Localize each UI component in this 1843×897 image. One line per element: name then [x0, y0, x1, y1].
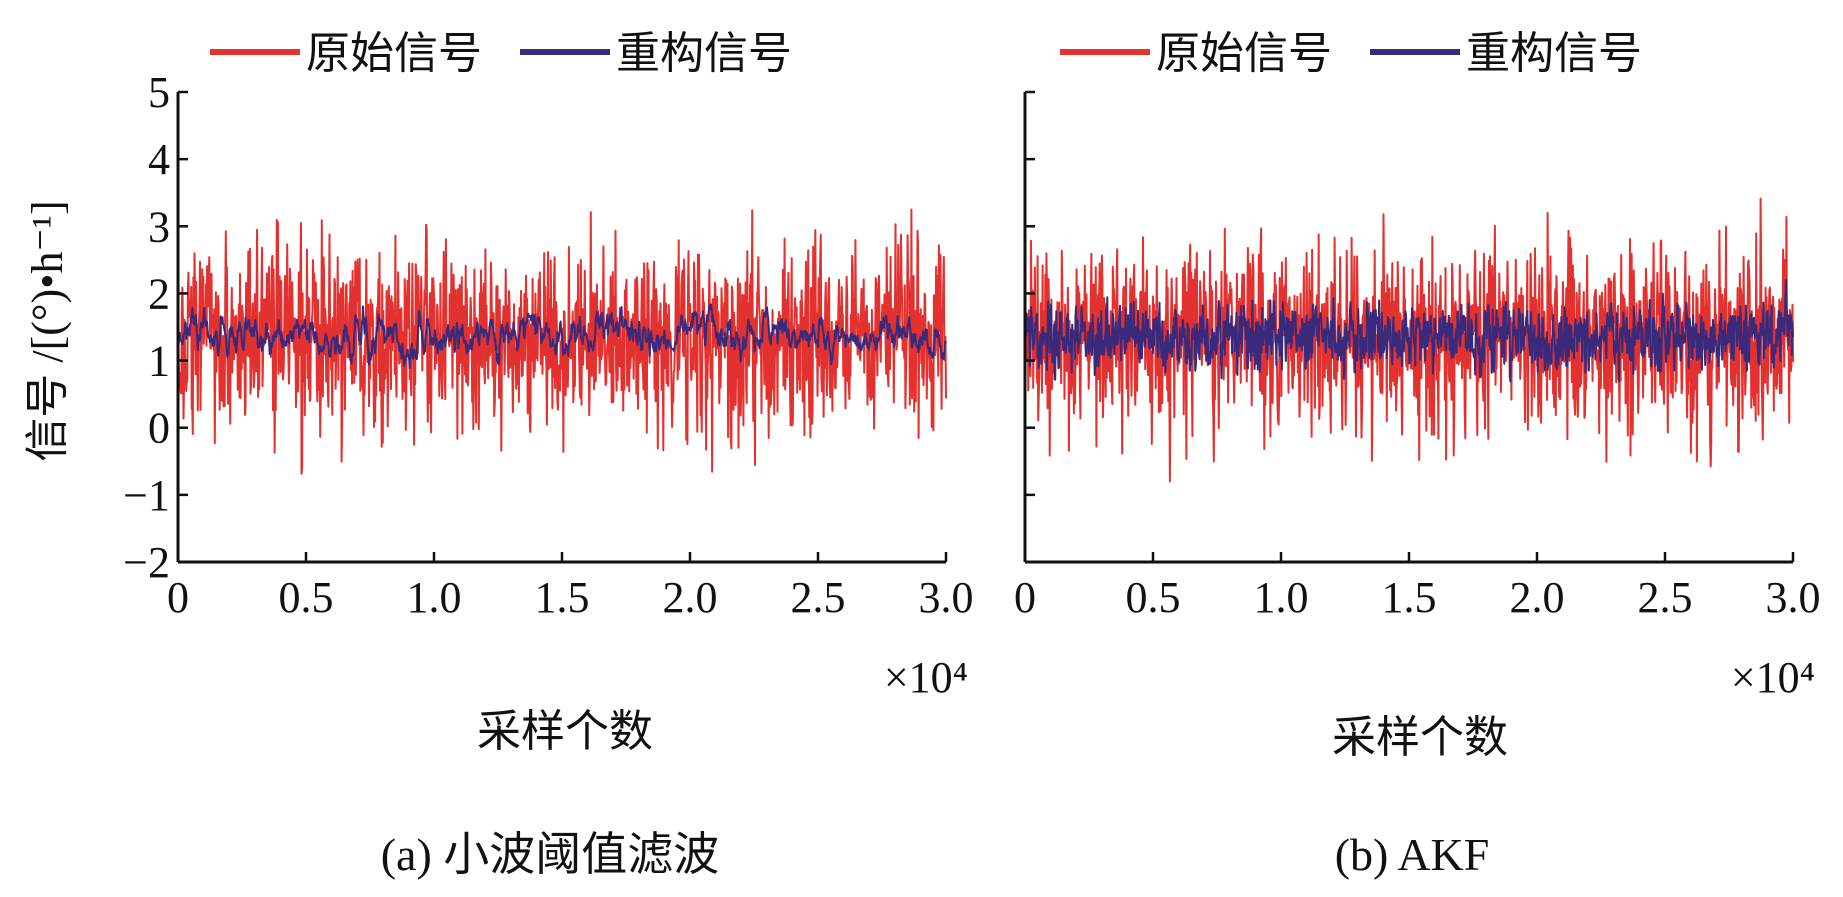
panel-b: 原始信号 重构信号 0 0.5 1.0 1.5 2.0 2.5 3.0 ×10⁴ 采样个数 …: [1014, 29, 1821, 880]
x-tick-label: 1.5: [1382, 573, 1437, 622]
x-tick-label: 2.5: [791, 573, 846, 622]
caption-a: (a) 小波阈值滤波: [381, 829, 720, 880]
legend-b: 原始信号 重构信号: [1060, 29, 1642, 78]
series-a-reconstructed: [177, 303, 947, 370]
legend-a-original-label: 原始信号: [306, 29, 482, 78]
y-tick-label: 5: [148, 68, 170, 117]
y-ticks-a: −2 −1 0 1 2 3 4 5: [123, 68, 188, 587]
x-multiplier-b: ×10⁴: [1731, 653, 1815, 702]
x-tick-label: 3.0: [919, 573, 974, 622]
x-tick-label: 1.0: [407, 573, 462, 622]
x-tick-label: 0.5: [279, 573, 334, 622]
series-b-reconstructed: [1024, 279, 1794, 383]
legend-b-reconstructed-label: 重构信号: [1466, 29, 1642, 78]
panel-a: 原始信号 重构信号 −2 −1 0 1 2 3 4 5 0 0.5 1.0 1.5 2.0 2.5 3.0…: [123, 29, 973, 880]
y-tick-label: −1: [123, 471, 170, 520]
x-tick-label: 2.5: [1638, 573, 1693, 622]
x-tick-label: 0: [1014, 573, 1036, 622]
caption-b: (b) AKF: [1335, 829, 1490, 880]
x-tick-label: 3.0: [1766, 573, 1821, 622]
y-tick-label: 3: [148, 202, 170, 251]
y-tick-label: −2: [123, 538, 170, 587]
y-tick-label: 2: [148, 269, 170, 318]
legend-a: 原始信号 重构信号: [210, 29, 792, 78]
x-tick-label: 2.0: [663, 573, 718, 622]
y-tick-label: 1: [148, 337, 170, 386]
series-line-reconstructed: [177, 303, 947, 370]
plot-area-b: [1024, 197, 1794, 483]
x-tick-label: 1.5: [535, 573, 590, 622]
x-axis-label-a: 采样个数: [477, 707, 653, 756]
x-tick-label: 1.0: [1254, 573, 1309, 622]
plot-area-a: [177, 208, 947, 475]
x-ticks-b: 0 0.5 1.0 1.5 2.0 2.5 3.0: [1014, 552, 1821, 622]
x-axis-label-b: 采样个数: [1332, 713, 1508, 762]
x-tick-label: 2.0: [1510, 573, 1565, 622]
x-ticks-a: 0 0.5 1.0 1.5 2.0 2.5 3.0: [167, 552, 974, 622]
legend-b-original-label: 原始信号: [1156, 29, 1332, 78]
y-tick-label: 4: [148, 135, 170, 184]
x-tick-label: 0: [167, 573, 189, 622]
y-axis-label: 信号 /[(°)•h⁻¹]: [23, 200, 72, 461]
legend-a-reconstructed-label: 重构信号: [616, 29, 792, 78]
y-tick-label: 0: [148, 404, 170, 453]
y-ticks-b: [1025, 90, 1035, 564]
series-line-reconstructed: [1024, 279, 1794, 383]
x-multiplier-a: ×10⁴: [884, 653, 968, 702]
x-tick-label: 0.5: [1126, 573, 1181, 622]
